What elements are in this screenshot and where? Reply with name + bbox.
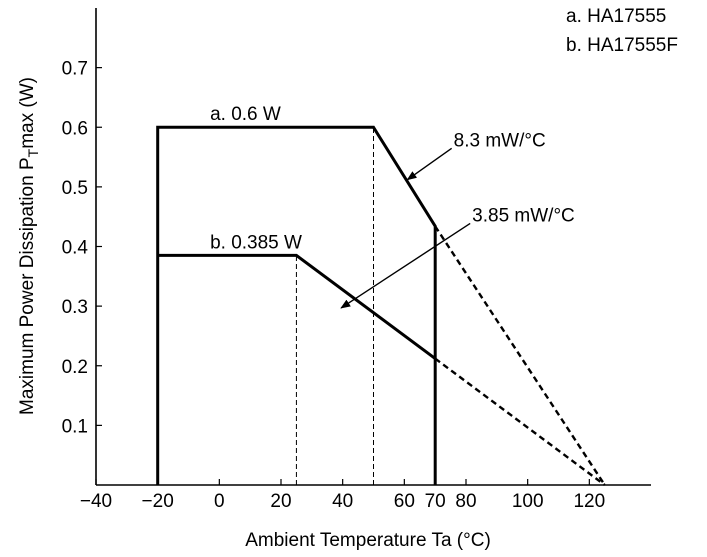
- x-tick-label: 60: [394, 491, 415, 512]
- x-tick-label: 40: [332, 491, 353, 512]
- x-tick-label: 100: [512, 491, 544, 512]
- annotation-label-3: 8.3 mW/°C: [454, 130, 546, 151]
- annotations: a. 0.6 W b. 0.385 W 8.3 mW/°C 3.85 mW/°C: [210, 104, 575, 309]
- y-tick-label: 0.3: [62, 297, 88, 318]
- series-layer: [156, 125, 606, 486]
- series-line-a: [156, 125, 437, 485]
- annotation-label-4: 3.85 mW/°C: [472, 205, 575, 226]
- x-tick-label: 0: [214, 491, 225, 512]
- series-extension-a: [434, 225, 606, 486]
- y-axis-title: Maximum Power Dissipation PTmax (W): [17, 77, 41, 415]
- x-tick-label: −40: [80, 491, 112, 512]
- axes: [95, 8, 651, 486]
- x-tick-label: 70: [425, 491, 446, 512]
- y-tick-label: 0.5: [62, 178, 88, 199]
- series-extension-b: [434, 357, 606, 486]
- y-tick-label: 0.6: [62, 118, 88, 139]
- legend: a. HA17555 b. HA17555F: [566, 6, 678, 56]
- x-tick-label: 120: [573, 491, 605, 512]
- y-tick-label: 0.2: [62, 357, 88, 378]
- y-axis-title-tail: max (W): [17, 77, 38, 149]
- legend-entry-a: a. HA17555: [566, 6, 666, 27]
- annotation-label-1: a. 0.6 W: [210, 104, 281, 125]
- x-tick-label: 80: [455, 491, 476, 512]
- x-axis-title: Ambient Temperature Ta (°C): [245, 530, 491, 551]
- y-tick-label: 0.7: [62, 59, 88, 80]
- annotation-arrow-4: [340, 222, 471, 309]
- y-axis-title-subscript: T: [25, 148, 41, 157]
- x-tick-label: 20: [270, 491, 291, 512]
- series-line-b: [157, 253, 437, 360]
- y-tick-label: 0.1: [62, 416, 88, 437]
- y-axis-title-main: Maximum Power Dissipation P: [17, 157, 38, 415]
- annotation-label-2: b. 0.385 W: [210, 232, 302, 253]
- legend-entry-b: b. HA17555F: [566, 35, 678, 56]
- ticks: −40 −20 0 20 40 60 70 80 100 120 0.1 0.2 0.3 0.4 0.5 0.…: [62, 59, 606, 512]
- reference-lines: [295, 127, 374, 485]
- annotation-arrow-3: [406, 147, 453, 181]
- x-tick-label: −20: [142, 491, 174, 512]
- y-tick-label: 0.4: [62, 238, 89, 259]
